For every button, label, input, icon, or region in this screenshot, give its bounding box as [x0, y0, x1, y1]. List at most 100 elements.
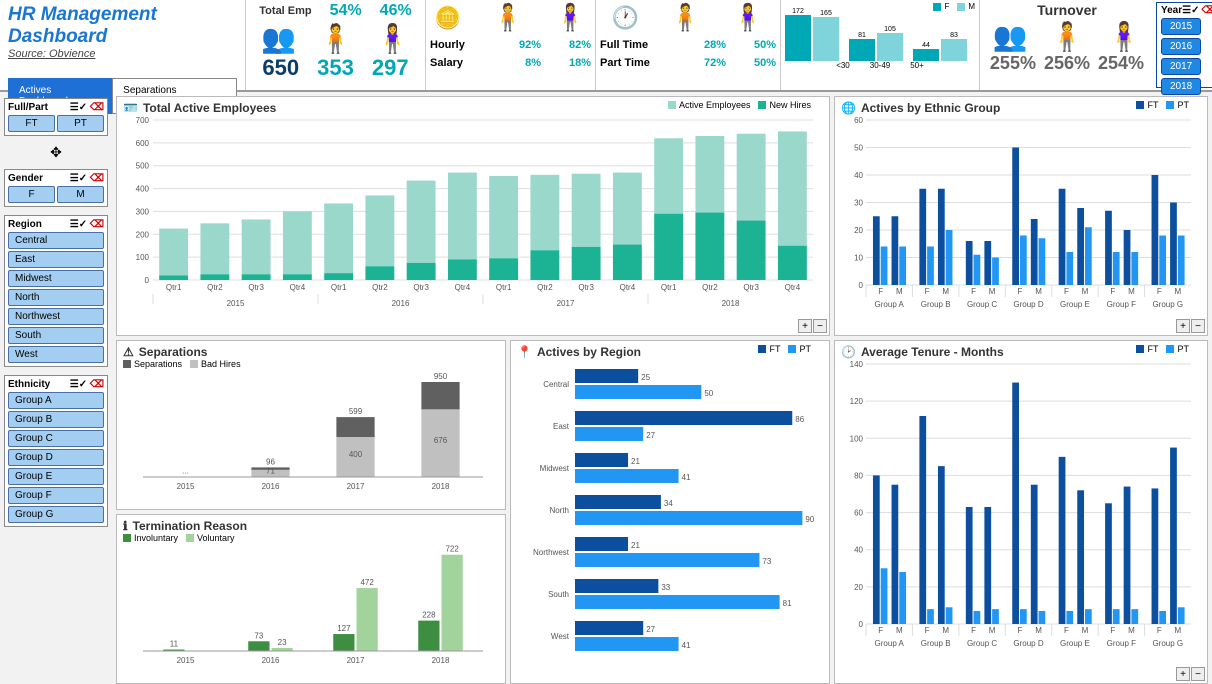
turnover-female: 254%: [1098, 53, 1144, 74]
filter-item-f[interactable]: F: [8, 186, 55, 203]
filter-item-group-f[interactable]: Group F: [8, 487, 104, 504]
svg-text:27: 27: [646, 431, 655, 440]
clear-filter-icon[interactable]: ⌫: [1201, 5, 1212, 16]
svg-text:2017: 2017: [557, 299, 575, 308]
svg-text:34: 34: [664, 499, 673, 508]
clear-filter-icon[interactable]: ⌫: [90, 379, 104, 390]
total-emp-value: 650: [262, 55, 299, 81]
svg-text:27: 27: [646, 625, 655, 634]
zoom-in-icon[interactable]: +: [1176, 319, 1190, 333]
svg-text:20: 20: [854, 226, 863, 235]
male-icon4: 🧍: [1050, 20, 1085, 53]
zoom-out-icon[interactable]: −: [1191, 319, 1205, 333]
svg-text:Qtr4: Qtr4: [290, 283, 306, 292]
svg-text:676: 676: [434, 436, 448, 445]
year-pills: 2015201620172018: [1161, 18, 1212, 95]
filter-item-midwest[interactable]: Midwest: [8, 270, 104, 287]
filter-item-group-e[interactable]: Group E: [8, 468, 104, 485]
clear-filter-icon[interactable]: ⌫: [90, 102, 104, 113]
multi-select-icon[interactable]: ☰✓: [70, 173, 87, 184]
filter-item-east[interactable]: East: [8, 251, 104, 268]
pin-icon: 📍: [517, 345, 532, 359]
filter-ethnicity: Ethnicity☰✓ ⌫ Group AGroup BGroup CGroup…: [4, 375, 108, 527]
svg-text:F: F: [878, 626, 883, 635]
zoom-in-icon[interactable]: +: [798, 319, 812, 333]
multi-select-icon[interactable]: ☰✓: [70, 102, 87, 113]
filter-item-group-d[interactable]: Group D: [8, 449, 104, 466]
info-icon: ℹ: [123, 519, 128, 533]
multi-select-icon[interactable]: ☰✓: [70, 379, 87, 390]
svg-text:2018: 2018: [432, 482, 450, 491]
card-ethnic: 🌐Actives by Ethnic Group FT PT 010203040…: [834, 96, 1208, 336]
people-icon2: 👥: [993, 20, 1028, 53]
svg-text:2015: 2015: [177, 482, 195, 491]
svg-text:M: M: [1128, 626, 1135, 635]
year-filter-title: Year: [1161, 5, 1182, 16]
male-icon: 🧍: [318, 22, 353, 55]
filter-item-group-c[interactable]: Group C: [8, 430, 104, 447]
svg-text:400: 400: [136, 185, 150, 194]
filter-item-northwest[interactable]: Northwest: [8, 308, 104, 325]
filter-item-ft[interactable]: FT: [8, 115, 55, 132]
svg-text:F: F: [1110, 287, 1115, 296]
chart-region: Central2550East8627Midwest2141North3490N…: [517, 359, 825, 674]
clear-filter-icon[interactable]: ⌫: [90, 173, 104, 184]
year-pill-2016[interactable]: 2016: [1161, 38, 1201, 55]
svg-text:21: 21: [631, 457, 640, 466]
year-pill-2017[interactable]: 2017: [1161, 58, 1201, 75]
filter-item-group-a[interactable]: Group A: [8, 392, 104, 409]
filter-item-north[interactable]: North: [8, 289, 104, 306]
svg-text:Qtr3: Qtr3: [248, 283, 264, 292]
svg-text:M: M: [1128, 287, 1135, 296]
filter-item-m[interactable]: M: [57, 186, 104, 203]
multi-select-icon[interactable]: ☰✓: [1182, 5, 1199, 16]
svg-text:F: F: [1157, 287, 1162, 296]
svg-text:Group B: Group B: [921, 639, 951, 648]
zoom-out-icon[interactable]: −: [1191, 667, 1205, 681]
timetype-rows: Full Time28%50%Part Time72%50%: [600, 33, 776, 69]
svg-text:25: 25: [641, 373, 650, 382]
svg-text:Group D: Group D: [1013, 300, 1043, 309]
filter-item-pt[interactable]: PT: [57, 115, 104, 132]
clear-filter-icon[interactable]: ⌫: [90, 219, 104, 230]
move-icon[interactable]: ✥: [50, 144, 62, 161]
filter-item-south[interactable]: South: [8, 327, 104, 344]
svg-text:60: 60: [854, 116, 863, 125]
svg-text:0: 0: [145, 276, 150, 285]
svg-text:Northwest: Northwest: [533, 548, 570, 557]
svg-text:Group B: Group B: [921, 300, 951, 309]
svg-text:60: 60: [854, 509, 863, 518]
svg-text:Qtr4: Qtr4: [620, 283, 636, 292]
card-tenure: 🕑Average Tenure - Months FT PT 020406080…: [834, 340, 1208, 684]
svg-text:2018: 2018: [432, 656, 450, 665]
multi-select-icon[interactable]: ☰✓: [70, 219, 87, 230]
svg-text:2016: 2016: [392, 299, 410, 308]
chart-tenure: 020406080100120140FMGroup AFMGroup BFMGr…: [841, 359, 1196, 669]
age-chart: 172165811054483: [785, 11, 975, 61]
year-pill-2015[interactable]: 2015: [1161, 18, 1201, 35]
svg-text:0: 0: [859, 620, 864, 629]
female-icon3: 🧍‍♀️: [732, 2, 764, 33]
svg-text:50: 50: [704, 389, 713, 398]
svg-text:2017: 2017: [347, 656, 365, 665]
zoom-in-icon[interactable]: +: [1176, 667, 1190, 681]
svg-text:599: 599: [349, 407, 363, 416]
svg-text:M: M: [1175, 626, 1182, 635]
svg-text:Group G: Group G: [1152, 300, 1183, 309]
card-total-active: 🪪Total Active Employees Active Employees…: [116, 96, 830, 336]
svg-text:Group A: Group A: [875, 300, 905, 309]
filter-item-group-g[interactable]: Group G: [8, 506, 104, 523]
svg-text:Group D: Group D: [1013, 639, 1043, 648]
filter-item-central[interactable]: Central: [8, 232, 104, 249]
filter-item-group-b[interactable]: Group B: [8, 411, 104, 428]
svg-text:2015: 2015: [227, 299, 245, 308]
filter-item-west[interactable]: West: [8, 346, 104, 363]
svg-text:41: 41: [682, 641, 691, 650]
svg-text:F: F: [971, 626, 976, 635]
zoom-out-icon[interactable]: −: [813, 319, 827, 333]
svg-text:300: 300: [136, 207, 150, 216]
svg-text:Qtr3: Qtr3: [413, 283, 429, 292]
svg-text:Qtr3: Qtr3: [743, 283, 759, 292]
svg-text:M: M: [1175, 287, 1182, 296]
svg-text:F: F: [925, 626, 930, 635]
